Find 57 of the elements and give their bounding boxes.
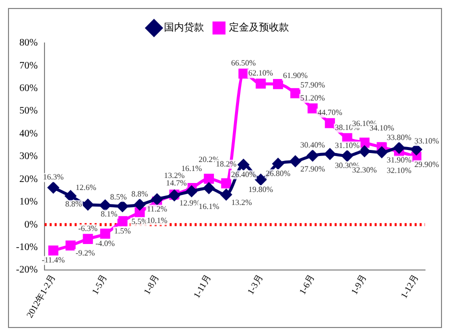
data-label: 26.80%: [266, 168, 291, 178]
y-tick-label: 60%: [19, 83, 38, 94]
data-label: -4.0%: [96, 238, 116, 248]
y-tick-label: 80%: [19, 38, 38, 49]
data-label: 5.5%: [131, 217, 148, 226]
data-label: 26.40%: [231, 170, 256, 179]
data-label: 44.70%: [318, 108, 343, 118]
data-label: -11.4%: [42, 256, 66, 265]
legend-label: 国内贷款: [164, 22, 204, 34]
data-label: 29.90%: [414, 160, 440, 169]
data-label: 13.2%: [164, 170, 185, 180]
y-tick-label: 0%: [24, 219, 38, 230]
data-label: 19.80%: [248, 184, 274, 194]
data-label: 8.8%: [65, 200, 82, 209]
data-label: 31.90%: [386, 155, 412, 164]
data-label: -9.2%: [76, 248, 96, 258]
data-label: 10.1%: [146, 216, 168, 225]
y-tick-label: -10%: [16, 242, 38, 253]
data-label: 51.20%: [300, 93, 326, 102]
x-tick-label: 1-8月: [142, 272, 161, 296]
data-label: 62.10%: [248, 68, 274, 78]
data-label: 33.10%: [414, 136, 440, 146]
data-label: 11.2%: [146, 204, 168, 214]
y-tick-label: 70%: [19, 60, 38, 72]
y-tick-label: -20%: [16, 264, 38, 276]
data-label: 33.80%: [386, 132, 412, 142]
y-tick-label: 40%: [19, 128, 38, 140]
data-label: 12.6%: [76, 183, 97, 192]
y-tick-label: 20%: [19, 174, 38, 185]
data-label: 20.2%: [198, 154, 220, 164]
legend-label: 定金及预收款: [229, 22, 289, 34]
data-label: 13.2%: [231, 198, 252, 207]
data-label: -6.3%: [78, 224, 98, 234]
data-label: 61.90%: [283, 71, 308, 80]
y-tick-label: 10%: [19, 196, 38, 208]
x-tick-label: 1-11月: [191, 272, 213, 300]
data-label: 31.10%: [334, 141, 360, 150]
data-label: 57.90%: [300, 80, 326, 90]
data-label: 8.1%: [100, 209, 118, 218]
data-label: 8.5%: [110, 192, 128, 202]
y-tick-label: 50%: [19, 106, 38, 117]
data-label: 16.3%: [42, 172, 64, 182]
data-label: 12.9%: [179, 198, 200, 208]
data-label: 30.40%: [300, 140, 326, 150]
data-label: 32.10%: [386, 166, 412, 175]
x-tick-label: 1-5月: [90, 272, 109, 296]
data-label: 8.8%: [131, 190, 148, 199]
data-label: 16.1%: [198, 202, 220, 212]
y-tick-label: 30%: [19, 151, 38, 162]
x-tick-label: 1-9月: [349, 272, 368, 296]
data-label: 16.1%: [181, 164, 202, 174]
data-label: 1.5%: [114, 226, 132, 236]
x-tick-label: 1-6月: [297, 272, 316, 296]
x-tick-label: 1-3月: [245, 272, 265, 296]
data-label: 14.7%: [166, 178, 187, 188]
data-label: 27.90%: [300, 164, 326, 174]
data-label: 66.50%: [231, 58, 256, 68]
